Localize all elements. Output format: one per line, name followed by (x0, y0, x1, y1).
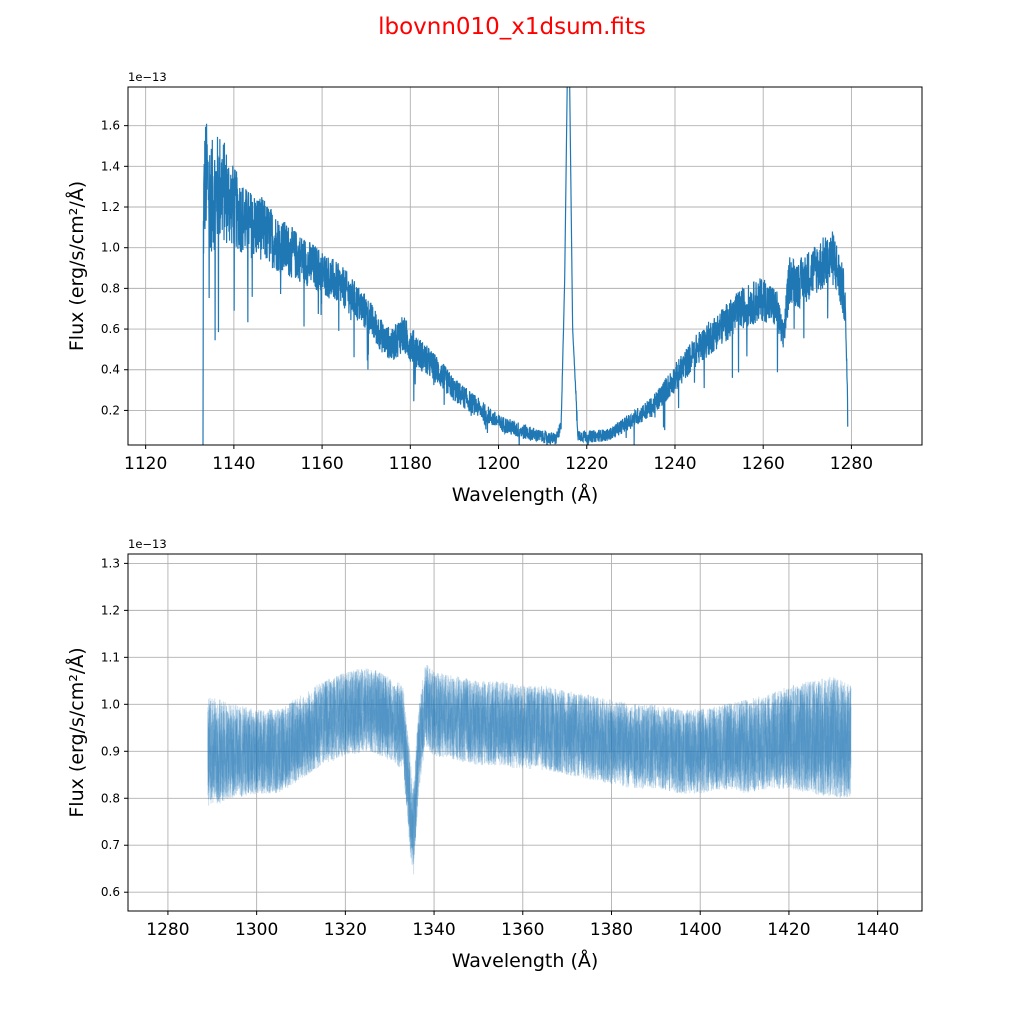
y-tick-label: 1.6 (101, 119, 120, 133)
x-tick-label: 1360 (501, 920, 544, 940)
x-axis-label: Wavelength (Å) (452, 483, 599, 506)
y-tick-label: 0.6 (101, 322, 120, 336)
spectrum-line (207, 667, 852, 858)
x-tick-label: 1380 (590, 920, 633, 940)
spectrum-line (207, 670, 852, 865)
x-tick-label: 1240 (653, 454, 696, 474)
x-axis-label: Wavelength (Å) (452, 949, 599, 972)
spectrum-line (207, 664, 852, 856)
y-tick-label: 1.2 (101, 200, 120, 214)
y-tick-label: 1.3 (101, 556, 120, 570)
y-offset-label: 1e−13 (128, 70, 167, 84)
y-tick-label: 1.0 (101, 697, 120, 711)
y-tick-label: 0.4 (101, 363, 120, 377)
x-tick-label: 1300 (235, 920, 278, 940)
y-tick-label: 0.9 (101, 744, 120, 758)
x-tick-label: 1260 (742, 454, 785, 474)
x-tick-label: 1220 (565, 454, 608, 474)
x-tick-label: 1140 (212, 454, 255, 474)
grid-lines (128, 87, 922, 445)
bottom-spectrum-panel: 1280 1300 1320 1340 1360 1380 1400 1420 1440 0.6 0… (65, 537, 923, 972)
x-tick-label: 1160 (300, 454, 343, 474)
x-tick-label: 1440 (856, 920, 899, 940)
grid-lines (128, 554, 922, 911)
x-tick-label: 1400 (679, 920, 722, 940)
y-axis-label: Flux (erg/s/cm²/Å) (65, 181, 88, 351)
x-tick-label: 1180 (389, 454, 432, 474)
spectrum-line (202, 87, 849, 445)
y-tick-label: 1.2 (101, 603, 120, 617)
plot-frame (127, 86, 923, 446)
y-tick-label: 1.0 (101, 241, 120, 255)
x-tick-label: 1420 (767, 920, 810, 940)
y-axis-label: Flux (erg/s/cm²/Å) (65, 647, 88, 817)
x-tick-label: 1280 (830, 454, 873, 474)
page-title: lbovnn010_x1dsum.fits (378, 14, 646, 40)
y-tick-label: 0.6 (101, 885, 120, 899)
x-tick-label: 1280 (146, 920, 189, 940)
y-tick-label: 0.8 (101, 281, 120, 295)
y-tick-label: 0.8 (101, 791, 120, 805)
y-tick-label: 1.4 (101, 159, 120, 173)
y-tick-label: 1.1 (101, 650, 120, 664)
plot-frame (127, 553, 923, 912)
axis-ticks: 1280 1300 1320 1340 1360 1380 1400 1420 1440 0.6 0… (101, 556, 899, 940)
spectrum-line (207, 668, 852, 859)
spectrum-series (202, 87, 849, 445)
y-tick-label: 0.2 (101, 403, 120, 417)
x-tick-label: 1200 (477, 454, 520, 474)
spectrum-line (207, 668, 852, 862)
spectrum-series (207, 664, 852, 875)
top-spectrum-panel: 1120 1140 1160 1180 1200 1220 1240 1260 1280 0.2 0… (65, 70, 923, 506)
x-tick-label: 1320 (324, 920, 367, 940)
x-tick-label: 1340 (412, 920, 455, 940)
x-tick-label: 1120 (124, 454, 167, 474)
axis-ticks: 1120 1140 1160 1180 1200 1220 1240 1260 1280 0.2 0… (101, 119, 873, 474)
y-offset-label: 1e−13 (128, 537, 167, 551)
y-tick-label: 0.7 (101, 838, 120, 852)
spectrum-line (207, 665, 852, 875)
